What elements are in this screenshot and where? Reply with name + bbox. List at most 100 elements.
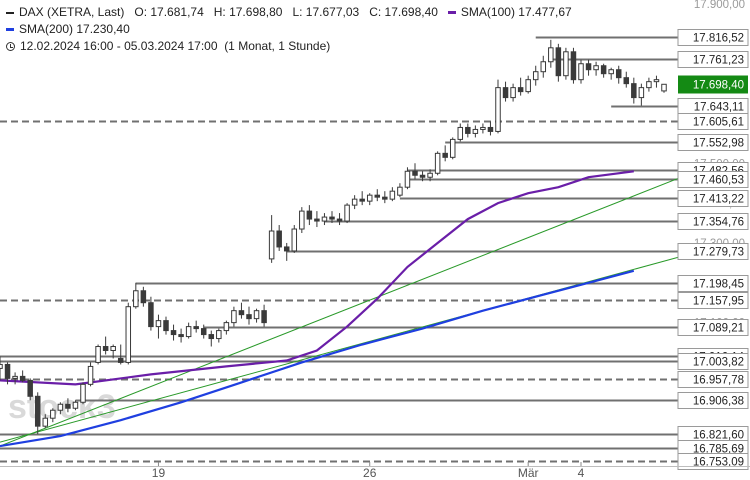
candle-body (623, 77, 630, 85)
candle-body (261, 310, 267, 324)
open-value: O: 17.681,74 (134, 5, 204, 19)
legend-range-row: 12.02.2024 16:00 - 05.03.2024 17:00 (1 M… (6, 38, 572, 55)
candle-body (404, 170, 411, 188)
candle-body (510, 87, 516, 99)
candle-body (653, 79, 660, 83)
level-label-box (677, 190, 749, 207)
candle-body (299, 210, 305, 230)
candle-body (578, 63, 584, 81)
candle-body (268, 230, 275, 260)
trendline (0, 171, 695, 447)
x-axis: 19 26 Mär 4 (0, 462, 750, 480)
candle-body (472, 128, 479, 134)
current-price-box (678, 75, 748, 94)
candle-body (615, 69, 622, 79)
candle-body (223, 322, 230, 332)
level-label-box (677, 353, 749, 370)
candle-body (216, 330, 222, 340)
level-label-box (677, 51, 749, 68)
level-label-box (677, 292, 749, 309)
candle-body (585, 63, 592, 71)
candle-body (102, 346, 109, 351)
candle-body (125, 306, 132, 363)
candle-body (65, 403, 71, 409)
candle-body (442, 152, 448, 158)
level-label: 17.003,82 (693, 357, 744, 369)
level-label: 17.157,95 (693, 296, 744, 308)
candle-body (366, 194, 373, 202)
candle-body (638, 87, 645, 99)
chart-legend: DAX (XETRA, Last) O: 17.681,74 H: 17.698… (6, 4, 572, 55)
level-label: 16.957,78 (693, 375, 744, 387)
candle-body (412, 170, 418, 176)
level-label: 17.198,45 (693, 279, 744, 291)
level-label: 17.089,21 (693, 323, 744, 335)
candle-body (600, 65, 607, 75)
candle-body (185, 326, 192, 338)
level-label: 16.753,09 (693, 457, 744, 469)
candle-body (170, 330, 177, 336)
candle-body (42, 417, 49, 427)
candle-body (110, 346, 116, 351)
candle-body (200, 328, 207, 336)
instrument-name: DAX (XETRA, Last) (19, 5, 125, 19)
candle-body (87, 365, 94, 385)
candle-body (427, 172, 433, 178)
level-label: 17.413,22 (693, 194, 744, 206)
candlesticks (0, 39, 667, 435)
level-label: 17.552,98 (693, 138, 744, 150)
candle-body (238, 310, 245, 316)
y-tick-label: 17.900,00 (694, 0, 745, 11)
candle-body (178, 334, 184, 338)
sma200-value: 17.230,40 (76, 22, 130, 36)
level-label-box (677, 319, 749, 336)
candle-body (4, 363, 11, 379)
candle-body (480, 126, 486, 130)
candle-body (540, 61, 547, 73)
level-label: 17.761,23 (693, 55, 744, 67)
level-label-box (677, 243, 749, 260)
candle-body (661, 83, 667, 92)
candle-body (502, 87, 509, 99)
candle-body (193, 326, 199, 330)
candle-body (12, 375, 18, 379)
candle-body (359, 198, 365, 202)
sma200-line (0, 269, 635, 448)
candle-body (465, 126, 471, 134)
candle-body (389, 190, 396, 200)
x-tick-label: 4 (578, 466, 585, 480)
level-label: 17.354,76 (693, 217, 744, 229)
candle-body (155, 320, 162, 328)
x-tick-label: Mär (518, 466, 539, 480)
sma100-label: SMA(100) (460, 5, 515, 19)
candle-body (72, 401, 79, 409)
candle-body (276, 230, 282, 248)
interval: (1 Monat, 1 Stunde) (224, 39, 331, 53)
sma100-value: 17.477,67 (518, 5, 572, 19)
candle-body (246, 314, 252, 320)
candle-body (57, 403, 64, 411)
candle-body (208, 334, 215, 340)
high-value: H: 17.698,80 (213, 5, 283, 19)
candle-body (487, 126, 494, 132)
level-label-box (677, 171, 749, 188)
candle-body (344, 204, 350, 222)
candle-body (329, 216, 335, 220)
candle-body (532, 71, 539, 81)
candle-body (148, 302, 154, 328)
candle-body (608, 69, 614, 75)
x-tick-label: 19 (152, 466, 166, 480)
close-value: C: 17.698,40 (369, 5, 438, 19)
level-label: 16.785,69 (693, 444, 744, 456)
candle-body (140, 290, 147, 304)
candle-body (351, 198, 358, 206)
candle-body (397, 186, 403, 196)
x-tick-label: 26 (363, 466, 377, 480)
candle-body (419, 174, 426, 178)
support-resistance-levels (0, 36, 678, 463)
candle-body (306, 210, 313, 220)
level-label: 17.605,61 (693, 117, 744, 129)
level-label: 17.460,53 (693, 175, 744, 187)
candle-body (314, 218, 320, 222)
